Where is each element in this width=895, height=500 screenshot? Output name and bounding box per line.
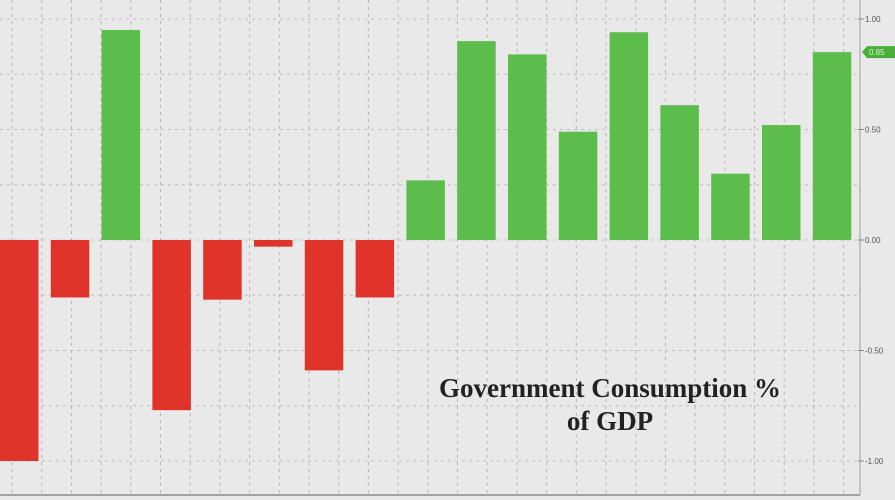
bar bbox=[355, 240, 395, 298]
bars bbox=[0, 30, 852, 461]
bar bbox=[152, 240, 191, 411]
chart-title-line-2: of GDP bbox=[566, 406, 654, 436]
last-value-badge bbox=[862, 46, 895, 59]
y-tick-label: 0.00 bbox=[865, 236, 881, 245]
chart-title: Government Consumption % of GDP bbox=[400, 372, 820, 438]
bar bbox=[304, 240, 344, 371]
bar bbox=[609, 32, 649, 241]
bar bbox=[508, 54, 547, 240]
bar bbox=[762, 125, 801, 240]
bar bbox=[203, 240, 242, 300]
bar bbox=[711, 173, 750, 240]
bar bbox=[101, 30, 141, 240]
y-tick-label: -0.50 bbox=[865, 347, 884, 356]
last-value-label: 0.85 bbox=[869, 48, 885, 57]
y-tick-label: 0.50 bbox=[865, 126, 881, 135]
bar bbox=[558, 131, 598, 240]
y-tick-label: -1.00 bbox=[865, 457, 884, 466]
chart-title-line-1: Government Consumption % bbox=[438, 373, 782, 403]
y-tick-label: 1.00 bbox=[865, 15, 881, 24]
bar bbox=[254, 240, 293, 247]
bar bbox=[406, 180, 445, 240]
bar bbox=[457, 41, 496, 240]
bar bbox=[812, 52, 852, 241]
bar bbox=[660, 105, 699, 240]
bar bbox=[0, 240, 39, 461]
bar bbox=[50, 240, 90, 298]
